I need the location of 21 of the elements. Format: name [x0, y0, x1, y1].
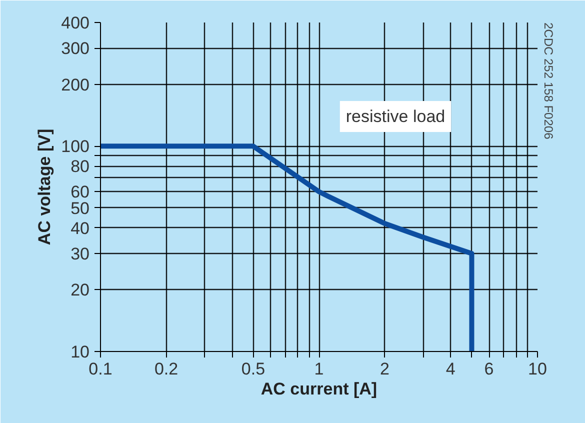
x-tick-label: 4	[446, 360, 456, 378]
x-tick-label: 0.5	[241, 360, 266, 378]
x-tick-label: 2	[380, 360, 390, 378]
y-axis-title: AC voltage [V]	[35, 128, 54, 246]
y-tick-label: 300	[61, 39, 90, 58]
y-tick-label: 30	[70, 244, 90, 264]
x-axis-title: AC current [A]	[260, 380, 378, 398]
x-tick-label: 0.2	[154, 360, 178, 378]
x-tick-label: 0.1	[88, 360, 112, 378]
y-tick-label: 80	[70, 157, 90, 176]
y-tick-label: 400	[61, 14, 90, 32]
x-tick-label: 10	[528, 360, 547, 378]
y-tick-label: 40	[70, 218, 90, 238]
x-tick-label: 6	[484, 360, 494, 378]
annotation: resistive load	[346, 107, 446, 126]
x-tick-label: 1	[314, 360, 324, 378]
text: 2CDC 252 158 F0206	[542, 22, 556, 140]
y-tick-label: 200	[61, 75, 90, 94]
y-tick-label: 20	[70, 280, 90, 300]
y-tick-label: 100	[61, 137, 90, 156]
y-tick-label: 10	[70, 342, 90, 362]
